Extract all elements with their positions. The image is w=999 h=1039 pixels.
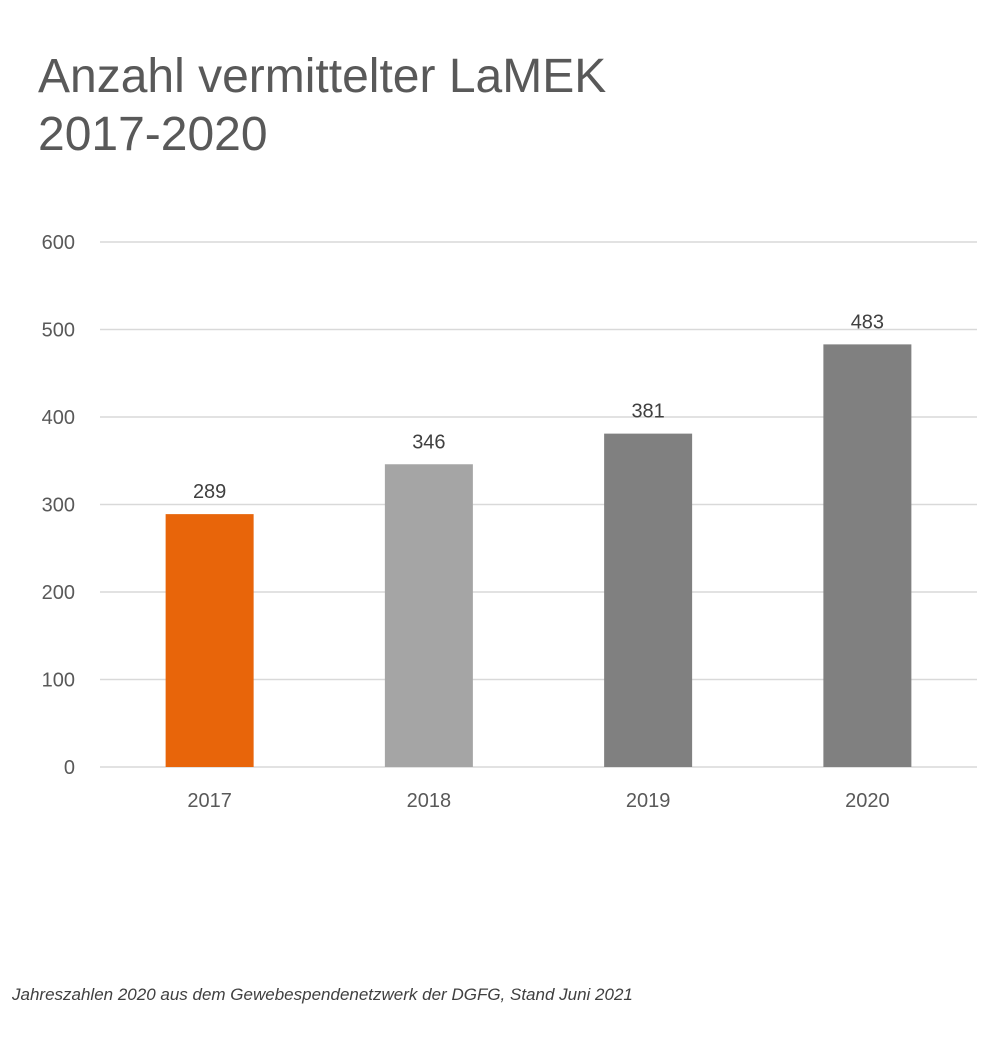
y-tick-label: 600 [42,232,75,254]
chart-title: Anzahl vermittelter LaMEK 2017-2020 [38,48,606,164]
data-label: 483 [851,311,884,333]
x-tick-label: 2019 [626,790,671,812]
y-tick-label: 500 [42,320,75,342]
y-tick-label: 300 [42,495,75,517]
bar [604,433,693,767]
y-tick-label: 400 [42,407,75,429]
y-tick-label: 200 [42,582,75,604]
bar [823,344,912,767]
y-tick-label: 0 [64,757,75,779]
x-tick-label: 2017 [187,790,232,812]
x-tick-label: 2020 [845,790,890,812]
footnote: Jahreszahlen 2020 aus dem Gewebespendene… [12,985,633,1004]
chart-title-line-2: 2017-2020 [38,108,268,161]
bar [165,514,254,767]
x-tick-label: 2018 [407,790,452,812]
data-label: 346 [412,431,445,453]
y-tick-label: 100 [42,670,75,692]
data-label: 381 [631,401,664,423]
chart-title-line-1: Anzahl vermittelter LaMEK [38,50,607,103]
bar [384,464,473,767]
data-label: 289 [193,481,226,503]
